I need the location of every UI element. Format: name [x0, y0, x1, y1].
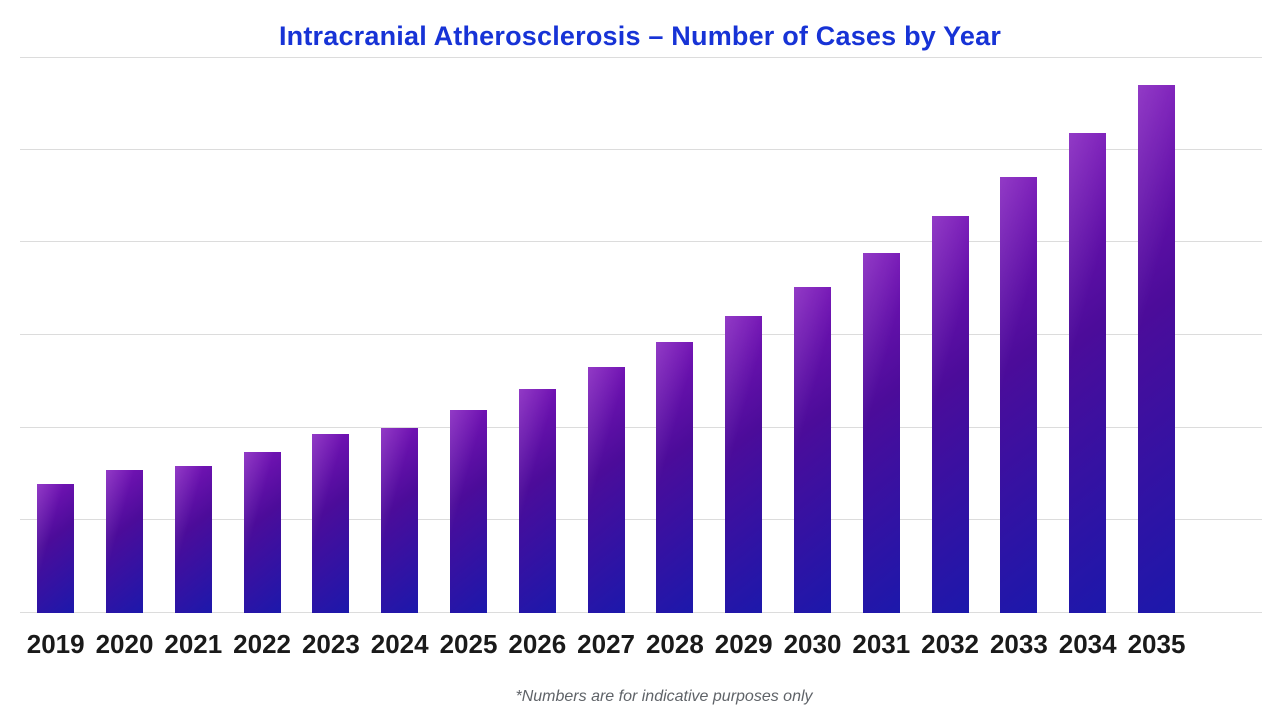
x-axis-label-2027: 2027 — [577, 629, 636, 659]
x-axis-label-2033: 2033 — [989, 629, 1048, 659]
x-axis-label-2030: 2030 — [783, 629, 842, 659]
bar-2025 — [450, 410, 487, 613]
gridline — [20, 426, 1262, 428]
bar-2029 — [725, 315, 763, 613]
bar-2020 — [106, 470, 143, 613]
x-axis-label-2032: 2032 — [921, 629, 980, 659]
x-axis-label-2029: 2029 — [714, 629, 773, 659]
bar-2032 — [931, 216, 969, 613]
bar-2026 — [518, 388, 556, 613]
x-axis-label-2035: 2035 — [1127, 629, 1186, 659]
footnote-row: *Numbers are for indicative purposes onl… — [0, 688, 1280, 706]
x-axis-baseline — [20, 612, 1262, 613]
gridline — [20, 334, 1262, 335]
bar-2034 — [1069, 133, 1107, 613]
x-axis-label-2024: 2024 — [370, 629, 429, 659]
bar-2028 — [656, 342, 694, 613]
bar-2022 — [243, 451, 281, 613]
gridline — [20, 241, 1262, 243]
gridline — [20, 519, 1262, 521]
bar-2033 — [1000, 177, 1038, 613]
x-axis-label-2026: 2026 — [508, 629, 567, 659]
bar-2030 — [794, 286, 831, 613]
gridline — [20, 57, 1262, 58]
bar-2023 — [312, 434, 350, 613]
bar-2031 — [862, 252, 900, 613]
x-axis-label-2023: 2023 — [301, 629, 360, 659]
chart-footnote: *Numbers are for indicative purposes onl… — [515, 688, 813, 705]
x-axis-label-2034: 2034 — [1058, 629, 1117, 659]
bar-2021 — [174, 465, 212, 613]
x-axis-label-2022: 2022 — [233, 629, 292, 659]
bar-2035 — [1138, 84, 1175, 613]
bar-2019 — [37, 484, 75, 613]
x-axis-label-2021: 2021 — [164, 629, 223, 659]
x-axis-label-2025: 2025 — [439, 629, 498, 659]
x-axis-label-2028: 2028 — [645, 629, 704, 659]
x-axis-labels: 2019 2020 2021 2022 2023 2024 2025 2026 2027 2028… — [0, 629, 1280, 659]
x-axis-label-2019: 2019 — [26, 629, 85, 659]
x-axis-label-2020: 2020 — [95, 629, 154, 659]
plot-area — [20, 57, 1262, 613]
x-axis-label-2031: 2031 — [852, 629, 911, 659]
chart-title: Intracranial Atherosclerosis – Number of… — [278, 21, 1002, 51]
bar-2024 — [381, 427, 419, 613]
gridline — [20, 148, 1262, 150]
bar-2027 — [587, 367, 625, 613]
